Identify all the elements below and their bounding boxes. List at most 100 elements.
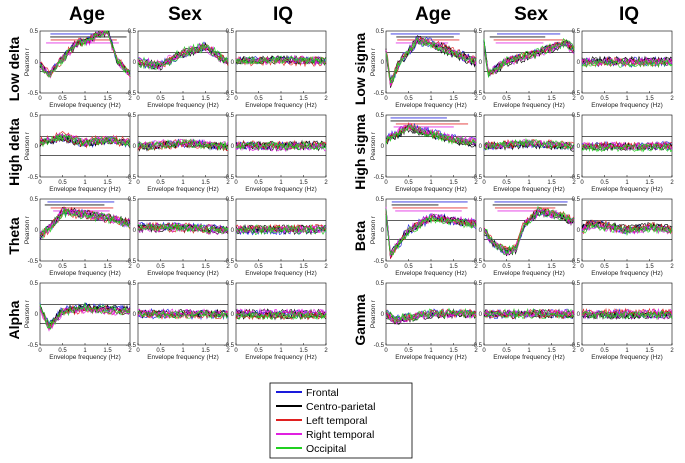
- y-tick-label: -0.5: [472, 259, 483, 265]
- x-tick-label: 0.5: [58, 264, 67, 270]
- x-tick-label: 1.5: [201, 180, 210, 186]
- legend: Frontal Centro-parietal Left temporal Ri…: [269, 382, 413, 459]
- x-tick-label: 1.5: [547, 348, 556, 354]
- series-line-occipital: [483, 139, 575, 151]
- y-tick-label: -0.5: [126, 175, 137, 181]
- y-tick-label: 0.5: [128, 113, 137, 119]
- series-line-occipital: [483, 39, 575, 78]
- x-tick-label: 2: [474, 96, 478, 102]
- significance-marker: [50, 33, 105, 35]
- y-tick-label: 0.5: [572, 197, 581, 203]
- x-tick-label: 0: [38, 96, 42, 102]
- x-tick-label: 0: [136, 96, 140, 102]
- x-tick-label: 1: [181, 96, 185, 102]
- x-axis-label: Envelope frequency (Hz): [147, 354, 219, 361]
- series-line-occipital: [483, 137, 575, 150]
- series-line-right-temporal: [235, 224, 327, 235]
- series-line-right-temporal: [39, 305, 131, 332]
- y-tick-label: 0: [231, 228, 235, 234]
- series-line-occipital: [581, 310, 673, 320]
- x-tick-label: 2: [226, 264, 230, 270]
- x-tick-label: 0.5: [58, 96, 67, 102]
- x-tick-label: 0: [234, 264, 238, 270]
- y-tick-label: 0: [133, 228, 137, 234]
- row-label-beta: Beta: [352, 221, 368, 252]
- x-tick-label: 1.5: [299, 348, 308, 354]
- series-line-left-temporal: [137, 138, 229, 150]
- x-tick-label: 1: [429, 96, 433, 102]
- x-axis-label: Envelope frequency (Hz): [591, 186, 663, 193]
- x-axis-label: Envelope frequency (Hz): [49, 186, 121, 193]
- series-line-occipital: [137, 44, 229, 71]
- y-tick-label: -0.5: [374, 343, 385, 349]
- row-label-alpha: Alpha: [6, 300, 22, 339]
- x-tick-label: 2: [670, 264, 674, 270]
- y-tick-label: -0.5: [570, 343, 581, 349]
- x-axis-label: Envelope frequency (Hz): [245, 102, 317, 109]
- series-line-occipital: [483, 37, 575, 75]
- x-tick-label: 0.5: [254, 180, 263, 186]
- series-line-occipital: [483, 307, 575, 318]
- x-tick-label: 0: [580, 180, 584, 186]
- col-header-right-sex: Sex: [514, 4, 548, 25]
- x-axis-label: Envelope frequency (Hz): [395, 102, 467, 109]
- significance-marker: [492, 204, 567, 206]
- y-tick-label: -0.5: [28, 259, 39, 265]
- y-tick-label: 0.5: [128, 197, 137, 203]
- y-tick-label: 0: [231, 312, 235, 318]
- series-line-occipital: [235, 140, 326, 151]
- x-tick-label: 2: [572, 180, 576, 186]
- x-tick-label: 0.5: [502, 180, 511, 186]
- x-tick-label: 1.5: [201, 348, 210, 354]
- x-tick-label: 1.5: [547, 96, 556, 102]
- significance-marker: [497, 210, 558, 212]
- x-tick-label: 1: [625, 180, 629, 186]
- x-tick-label: 0.5: [502, 96, 511, 102]
- x-tick-label: 0: [384, 180, 388, 186]
- row-label-high-delta: High delta: [6, 118, 22, 186]
- x-tick-label: 1: [279, 180, 283, 186]
- x-tick-label: 0.5: [156, 180, 165, 186]
- x-tick-label: 2: [324, 264, 328, 270]
- series-line-right-temporal: [385, 206, 477, 255]
- row-label-gamma: Gamma: [352, 294, 368, 346]
- legend-label-right-temporal: Right temporal: [306, 429, 374, 441]
- x-tick-label: 1.5: [645, 96, 654, 102]
- x-tick-label: 0: [136, 348, 140, 354]
- x-tick-label: 2: [670, 96, 674, 102]
- y-tick-label: 0: [479, 228, 483, 234]
- x-tick-label: 0: [580, 96, 584, 102]
- significance-marker: [391, 201, 468, 203]
- x-tick-label: 2: [128, 180, 132, 186]
- significance-marker: [391, 204, 439, 206]
- series-line-occipital: [581, 57, 673, 68]
- x-tick-label: 0: [580, 348, 584, 354]
- y-axis-label: Pearson r: [24, 131, 31, 160]
- series-line-frontal: [137, 311, 229, 321]
- y-tick-label: 0: [381, 312, 385, 318]
- series-line-occipital: [385, 307, 477, 321]
- x-tick-label: 0.5: [404, 180, 413, 186]
- row-label-low-delta: Low delta: [6, 37, 22, 102]
- y-tick-label: 0: [35, 228, 39, 234]
- x-tick-label: 1: [625, 96, 629, 102]
- y-tick-label: 0.5: [572, 29, 581, 35]
- series-line-occipital: [39, 133, 131, 148]
- series-line-occipital: [235, 310, 327, 320]
- x-tick-label: 0.5: [156, 96, 165, 102]
- x-tick-label: 0.5: [600, 96, 609, 102]
- legend-label-left-temporal: Left temporal: [306, 415, 367, 427]
- series-line-occipital: [483, 205, 575, 254]
- series-line-centro-parietal: [581, 55, 673, 65]
- x-tick-label: 1.5: [299, 264, 308, 270]
- x-tick-label: 1.5: [645, 264, 654, 270]
